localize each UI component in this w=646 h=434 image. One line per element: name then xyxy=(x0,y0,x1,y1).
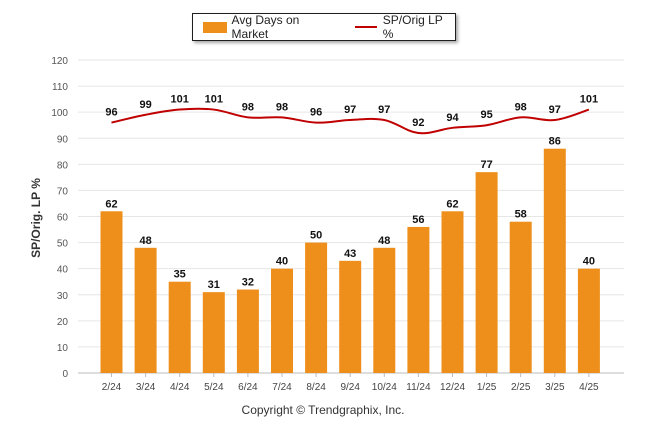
bar xyxy=(168,281,191,373)
bar-data-label: 56 xyxy=(412,214,424,226)
bar-data-label: 43 xyxy=(344,248,356,260)
bar-data-labels: 62 48 35 31 32 40 50 43 48 56 62 77 58 86 40 xyxy=(105,136,595,291)
x-tick-label: 11/24 xyxy=(406,382,431,393)
bar xyxy=(134,247,157,373)
y-tick-label: 120 xyxy=(51,56,68,67)
bar xyxy=(373,247,396,373)
y-tick-label: 100 xyxy=(51,108,68,119)
bar-data-label: 31 xyxy=(208,279,220,291)
x-tick-label: 4/25 xyxy=(579,382,599,393)
bar-data-label: 77 xyxy=(480,159,492,171)
line-series xyxy=(111,107,590,135)
y-tick-label: 70 xyxy=(57,186,69,197)
legend-label-line: SP/Orig LP % xyxy=(382,13,443,41)
y-tick-label: 50 xyxy=(57,239,69,250)
bar xyxy=(202,292,225,373)
bar-data-label: 86 xyxy=(549,136,561,148)
y-tick-label: 10 xyxy=(57,343,69,354)
x-tick-label: 2/24 xyxy=(102,382,122,393)
x-tick-label: 10/24 xyxy=(372,382,397,393)
line-data-label: 92 xyxy=(412,117,424,129)
y-tick-label: 80 xyxy=(57,160,69,171)
bar xyxy=(441,211,464,373)
legend-swatch-bar xyxy=(203,21,227,33)
line-data-label: 95 xyxy=(480,109,492,121)
bar-series xyxy=(100,148,600,373)
bar xyxy=(305,242,328,373)
y-axis-label: SP/Orig. LP % xyxy=(29,178,43,258)
bar xyxy=(475,172,498,373)
bar-data-label: 50 xyxy=(310,230,322,242)
bar xyxy=(543,148,566,373)
bar xyxy=(509,221,532,373)
copyright-text: Copyright © Trendgraphix, Inc. xyxy=(241,403,405,417)
y-tick-label: 110 xyxy=(52,82,68,93)
bar-data-label: 35 xyxy=(174,269,186,281)
bar-data-label: 48 xyxy=(378,235,390,247)
line-data-label: 98 xyxy=(276,101,288,113)
line-data-label: 97 xyxy=(549,104,561,116)
line-data-labels: 96 99 101 101 98 98 96 97 97 92 94 95 98 97 101 xyxy=(105,94,598,129)
y-tick-label: 90 xyxy=(57,134,69,145)
legend-label-bar: Avg Days on Market xyxy=(231,13,300,41)
x-tick-label: 5/24 xyxy=(204,382,224,393)
x-tick-label: 12/24 xyxy=(440,382,465,393)
legend: Avg Days on Market SP/Orig LP % xyxy=(192,13,456,41)
line-data-label: 94 xyxy=(446,112,459,124)
bar-data-label: 58 xyxy=(515,209,527,221)
legend-item-line[interactable]: SP/Orig LP % xyxy=(337,13,455,41)
line-data-label: 96 xyxy=(310,107,322,119)
x-tick-label: 6/24 xyxy=(238,382,258,393)
x-tick-label: 8/24 xyxy=(306,382,326,393)
bar-data-label: 40 xyxy=(276,256,288,268)
line-data-label: 99 xyxy=(139,99,151,111)
line-data-label: 97 xyxy=(344,104,356,116)
bar-data-label: 32 xyxy=(242,277,254,289)
x-tick-label: 9/24 xyxy=(340,382,360,393)
bar xyxy=(407,226,430,373)
bar-data-label: 40 xyxy=(583,256,595,268)
bar xyxy=(339,260,362,373)
x-tick-label: 1/25 xyxy=(477,382,497,393)
x-tick-label: 4/24 xyxy=(170,382,190,393)
legend-item-bar[interactable]: Avg Days on Market xyxy=(193,13,337,41)
y-tick-label: 30 xyxy=(57,291,69,302)
legend-swatch-line xyxy=(355,26,377,28)
x-tick-labels: 2/24 3/24 4/24 5/24 6/24 7/24 8/24 9/24 10/24 11/… xyxy=(102,373,599,393)
x-tick-label: 7/24 xyxy=(272,382,292,393)
x-tick-label: 2/25 xyxy=(511,382,531,393)
x-tick-label: 3/24 xyxy=(136,382,156,393)
y-tick-label: 20 xyxy=(57,317,69,328)
x-tick-label: 3/25 xyxy=(545,382,565,393)
bar-data-label: 62 xyxy=(446,198,458,210)
y-tick-label: 0 xyxy=(62,369,68,380)
y-tick-label: 40 xyxy=(57,265,69,276)
line-data-label: 96 xyxy=(105,107,117,119)
bar xyxy=(236,289,259,373)
line-data-label: 101 xyxy=(580,94,598,106)
bar xyxy=(271,268,293,373)
bar-data-label: 62 xyxy=(105,198,117,210)
line-data-label: 98 xyxy=(242,101,254,113)
line-data-label: 101 xyxy=(205,94,223,106)
line-data-label: 101 xyxy=(171,94,189,106)
bar xyxy=(577,268,600,373)
y-tick-labels: 0 10 20 30 40 50 60 70 80 90 100 110 120 xyxy=(51,56,68,380)
y-tick-label: 60 xyxy=(57,213,69,224)
bar xyxy=(100,211,123,373)
bar-data-label: 48 xyxy=(139,235,151,247)
line-data-label: 97 xyxy=(378,104,390,116)
line-data-label: 98 xyxy=(515,101,527,113)
